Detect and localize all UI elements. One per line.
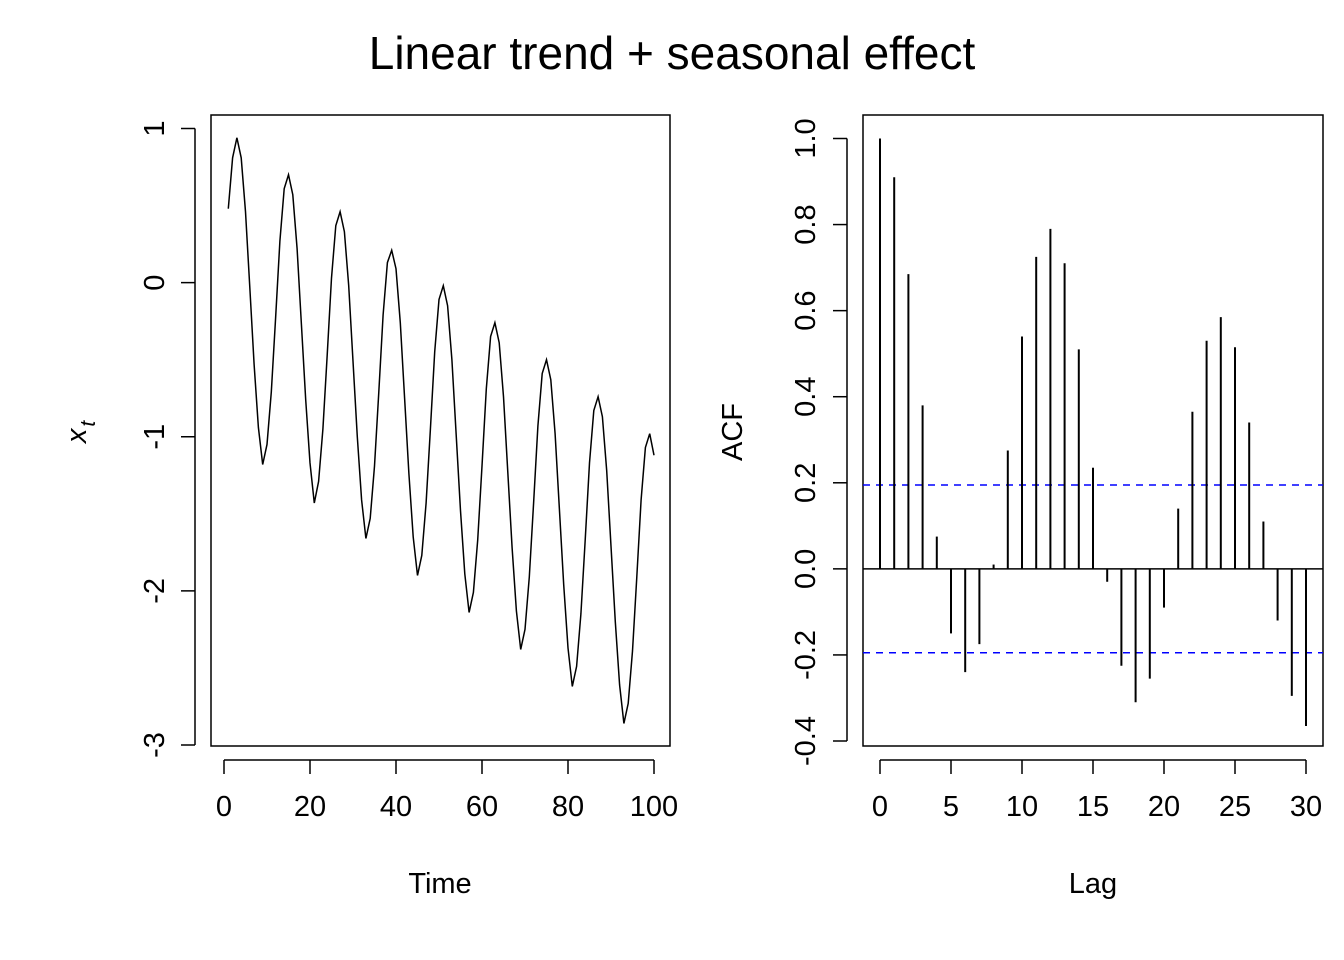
acf-y-tick-label: 0.0 <box>790 549 822 589</box>
time-series-line <box>227 137 655 724</box>
acf-x-axis: 0 5 10 15 20 25 30 <box>872 759 1322 823</box>
acf-x-tick-label: 10 <box>1006 791 1038 823</box>
acf-y-tick-label: 1.0 <box>790 118 822 158</box>
acf-x-tick-label: 20 <box>1148 791 1180 823</box>
acf-x-axis-label: Lag <box>1069 868 1117 900</box>
time-series-x-axis: 0 20 40 60 80 100 <box>216 759 678 823</box>
acf-y-tick-label: 0.4 <box>790 377 822 417</box>
acf-x-tick-label: 15 <box>1077 791 1109 823</box>
time-series-x-tick-label: 40 <box>380 791 412 823</box>
time-series-y-tick-label: 0 <box>139 275 171 291</box>
time-series-y-tick-label: -1 <box>139 424 171 450</box>
time-series-y-tick-label: -2 <box>139 578 171 604</box>
acf-bars <box>879 138 1307 726</box>
acf-x-tick-label: 5 <box>943 791 959 823</box>
figure-title: Linear trend + seasonal effect <box>369 27 976 79</box>
time-series-y-axis-label: xt <box>61 420 100 446</box>
time-series-x-tick-label: 20 <box>294 791 326 823</box>
acf-plot-frame <box>862 114 1324 747</box>
acf-y-tick-label: 0.2 <box>790 463 822 503</box>
time-series-y-tick-label: -3 <box>139 732 171 758</box>
acf-y-tick-label: 0.6 <box>790 290 822 330</box>
time-series-y-axis: -3 -2 -1 0 1 <box>139 120 196 758</box>
time-series-x-tick-label: 100 <box>630 791 678 823</box>
acf-y-tick-label: -0.4 <box>790 716 822 766</box>
time-series-y-tick-label: 1 <box>139 120 171 136</box>
time-series-x-tick-label: 0 <box>216 791 232 823</box>
acf-y-axis: -0.4 -0.2 0.0 0.2 0.4 0.6 0.8 1.0 <box>790 118 848 766</box>
acf-x-tick-label: 30 <box>1290 791 1322 823</box>
acf-x-tick-label: 0 <box>872 791 888 823</box>
acf-y-tick-label: 0.8 <box>790 204 822 244</box>
acf-chart: 0 5 10 15 20 25 30 -0.4-0.20.00.20.40.60.81.0 … <box>717 114 1324 900</box>
time-series-chart: 0 20 40 60 80 100 -3 -2 -1 0 1 Time xt <box>61 114 678 900</box>
acf-x-tick-label: 25 <box>1219 791 1251 823</box>
acf-y-axis-label: ACF <box>717 403 749 461</box>
time-series-x-axis-label: Time <box>408 868 471 900</box>
time-series-plot-frame <box>210 114 671 747</box>
time-series-x-tick-label: 80 <box>552 791 584 823</box>
time-series-x-tick-label: 60 <box>466 791 498 823</box>
acf-y-tick-label: -0.2 <box>790 630 822 680</box>
